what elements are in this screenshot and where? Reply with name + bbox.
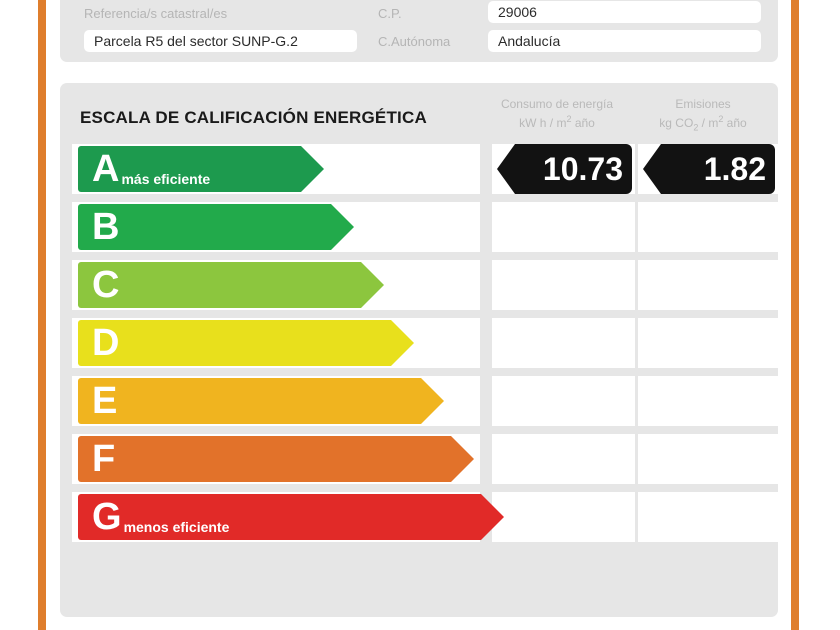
column-header-consumo-line1: Consumo de energía bbox=[500, 97, 614, 111]
energy-band-row: C bbox=[60, 256, 778, 314]
field-value-referencia-catastral[interactable]: Parcela R5 del sector SUNP-G.2 bbox=[84, 30, 357, 52]
band-letter: D bbox=[92, 322, 119, 364]
energy-band-row: F bbox=[60, 430, 778, 488]
band-efficiency-note: menos eficiente bbox=[123, 519, 230, 535]
energy-band-c[interactable]: C bbox=[78, 262, 384, 308]
emisiones-unit-mid: / m bbox=[698, 116, 719, 130]
energy-band-f[interactable]: F bbox=[78, 436, 474, 482]
field-value-comunidad-autonoma[interactable]: Andalucía bbox=[488, 30, 761, 52]
energy-band-row: B bbox=[60, 198, 778, 256]
column-header-consumo: Consumo de energía kW h / m2 año bbox=[482, 97, 632, 131]
emisiones-value-badge: 1.82 bbox=[643, 144, 775, 194]
emisiones-cell bbox=[638, 202, 778, 252]
consumo-cell bbox=[492, 202, 635, 252]
band-letter: F bbox=[92, 438, 115, 480]
certificate-document: Referencia/s catastral/es Parcela R5 del… bbox=[50, 0, 788, 630]
band-letter: B bbox=[92, 206, 119, 248]
emisiones-cell bbox=[638, 376, 778, 426]
energy-band-d[interactable]: D bbox=[78, 320, 414, 366]
emisiones-cell bbox=[638, 434, 778, 484]
page-rail-left bbox=[38, 0, 46, 630]
energy-band-b[interactable]: B bbox=[78, 204, 354, 250]
consumo-cell bbox=[492, 434, 635, 484]
consumo-unit-suffix: año bbox=[571, 116, 595, 130]
consumo-cell bbox=[492, 376, 635, 426]
consumo-unit-prefix: kW h / m bbox=[519, 116, 567, 130]
field-label-codigo-postal: C.P. bbox=[378, 6, 402, 21]
consumo-cell bbox=[492, 260, 635, 310]
field-value-codigo-postal[interactable]: 29006 bbox=[488, 1, 761, 23]
field-label-comunidad-autonoma: C.Autónoma bbox=[378, 34, 451, 49]
energy-band-e[interactable]: E bbox=[78, 378, 444, 424]
emisiones-unit-exponent: 2 bbox=[718, 114, 724, 124]
consumo-value-badge: 10.73 bbox=[497, 144, 632, 194]
band-letter: E bbox=[92, 380, 117, 422]
column-header-emisiones-line2: kg CO2 / m2 año bbox=[628, 112, 778, 135]
band-letter: G bbox=[92, 496, 121, 538]
emisiones-cell bbox=[638, 318, 778, 368]
column-header-emisiones: Emisiones kg CO2 / m2 año bbox=[628, 97, 778, 135]
emisiones-unit-prefix: kg CO bbox=[659, 116, 694, 130]
emisiones-cell bbox=[638, 492, 778, 542]
consumo-cell bbox=[492, 318, 635, 368]
emisiones-unit-suffix: año bbox=[723, 116, 747, 130]
energy-scale-title: ESCALA DE CALIFICACIÓN ENERGÉTICA bbox=[80, 108, 427, 127]
band-efficiency-note: más eficiente bbox=[121, 171, 211, 187]
column-header-consumo-line2: kW h / m2 año bbox=[482, 112, 632, 131]
consumo-unit-exponent: 2 bbox=[566, 114, 572, 124]
emisiones-cell bbox=[638, 260, 778, 310]
energy-band-row: E bbox=[60, 372, 778, 430]
band-letter: A bbox=[92, 148, 119, 190]
consumo-cell bbox=[492, 492, 635, 542]
page-rail-right bbox=[791, 0, 799, 630]
energy-band-row: D bbox=[60, 314, 778, 372]
address-panel: Referencia/s catastral/es Parcela R5 del… bbox=[60, 0, 778, 62]
column-header-emisiones-line1: Emisiones bbox=[675, 97, 731, 111]
band-letter: C bbox=[92, 264, 119, 306]
field-label-referencia-catastral: Referencia/s catastral/es bbox=[84, 6, 228, 21]
energy-scale-panel: ESCALA DE CALIFICACIÓN ENERGÉTICA Consum… bbox=[60, 83, 778, 617]
emisiones-unit-subscript: 2 bbox=[693, 122, 699, 133]
